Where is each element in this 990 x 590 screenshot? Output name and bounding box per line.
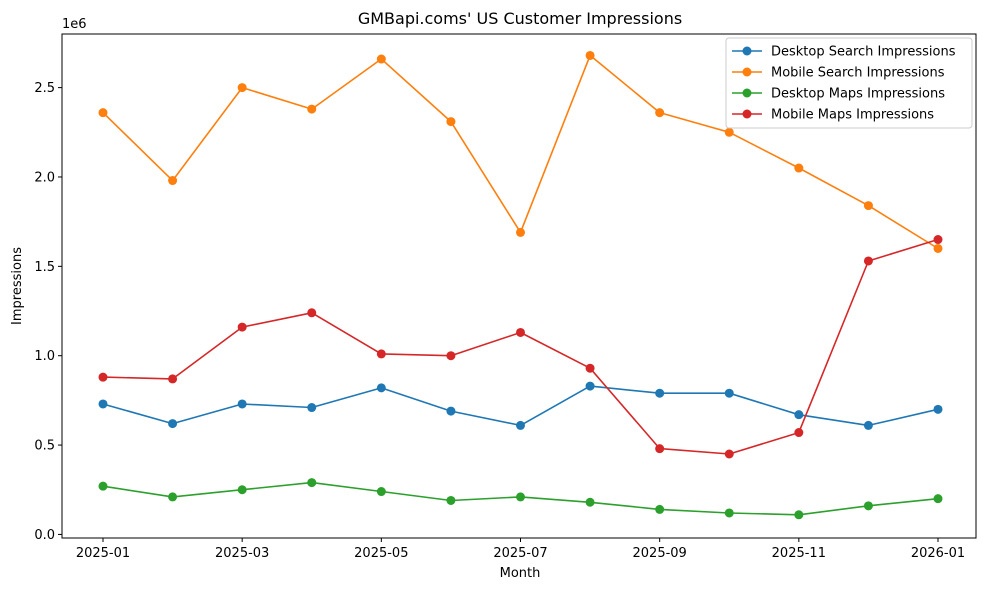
data-point	[724, 388, 734, 398]
data-point	[724, 449, 734, 459]
data-point	[446, 406, 456, 416]
data-point	[655, 388, 665, 398]
legend: Desktop Search Impressions Mobile Search …	[725, 37, 973, 129]
legend-box	[725, 37, 973, 129]
x-axis: 2025-01 2025-03 2025-05 2025-07 2025-09 2025-…	[76, 538, 965, 561]
y-axis: 0.0 0.5 1.0 1.5 2.0 2.5	[34, 81, 62, 543]
data-point	[446, 117, 456, 127]
data-point	[724, 508, 734, 518]
data-point	[655, 108, 665, 118]
data-point	[516, 420, 525, 430]
data-point	[933, 404, 943, 414]
data-point	[376, 383, 386, 393]
plot-area	[61, 33, 977, 539]
x-tick-label: 2025-09	[633, 546, 687, 561]
data-point	[863, 201, 873, 211]
y-offset-label: 1e6	[62, 17, 87, 32]
data-point	[585, 381, 595, 391]
y-axis-label: Impressions	[10, 247, 25, 325]
data-point	[794, 410, 804, 420]
x-axis-label: Month	[500, 566, 541, 581]
legend-swatch-marker	[742, 109, 752, 119]
data-point	[585, 363, 595, 373]
data-point	[307, 104, 317, 114]
legend-swatch-marker	[742, 88, 752, 98]
y-tick-label: 0.5	[34, 439, 55, 454]
legend-swatch-marker	[742, 67, 752, 77]
legend-label: Mobile Search Impressions	[771, 66, 945, 81]
data-point	[516, 492, 525, 502]
legend-label: Mobile Maps Impressions	[771, 108, 934, 123]
data-point	[307, 403, 317, 413]
data-point	[98, 108, 108, 118]
data-point	[168, 374, 178, 384]
data-point	[585, 50, 595, 60]
y-tick-label: 1.0	[34, 349, 55, 364]
series-layer	[98, 50, 943, 520]
y-tick-label: 1.5	[34, 260, 55, 275]
data-point	[794, 163, 804, 173]
data-point	[237, 83, 247, 93]
x-tick-label: 2025-11	[772, 546, 826, 561]
y-tick-label: 2.5	[34, 81, 55, 96]
data-point	[376, 487, 386, 497]
y-tick-label: 2.0	[34, 170, 55, 185]
legend-label: Desktop Maps Impressions	[771, 87, 945, 102]
data-point	[237, 322, 247, 332]
data-point	[933, 235, 943, 245]
data-point	[376, 54, 386, 64]
data-point	[98, 481, 108, 491]
data-point	[933, 243, 943, 253]
data-point	[446, 495, 456, 505]
chart-title: GMBapi.coms' US Customer Impressions	[358, 9, 682, 28]
data-point	[724, 127, 734, 137]
data-point	[516, 227, 525, 237]
data-point	[237, 399, 247, 409]
x-tick-label: 2025-01	[76, 546, 130, 561]
legend-label: Desktop Search Impressions	[771, 45, 956, 60]
data-point	[307, 308, 317, 318]
data-point	[863, 501, 873, 511]
data-point	[307, 478, 317, 488]
data-point	[168, 492, 178, 502]
x-tick-label: 2025-05	[354, 546, 408, 561]
data-point	[794, 510, 804, 520]
data-point	[98, 399, 108, 409]
data-point	[168, 176, 178, 186]
data-point	[516, 327, 525, 337]
data-point	[446, 351, 456, 361]
x-tick-label: 2026-01	[911, 546, 965, 561]
data-point	[376, 349, 386, 359]
data-point	[168, 419, 178, 429]
y-tick-label: 0.0	[34, 528, 55, 543]
data-point	[655, 444, 665, 454]
data-point	[585, 497, 595, 507]
data-point	[98, 372, 108, 382]
data-point	[794, 428, 804, 438]
data-point	[863, 256, 873, 266]
data-point	[863, 420, 873, 430]
data-point	[237, 485, 247, 495]
legend-swatch-marker	[742, 46, 752, 56]
data-point	[655, 504, 665, 514]
x-tick-label: 2025-03	[215, 546, 269, 561]
data-point	[933, 494, 943, 504]
x-tick-label: 2025-07	[493, 546, 547, 561]
